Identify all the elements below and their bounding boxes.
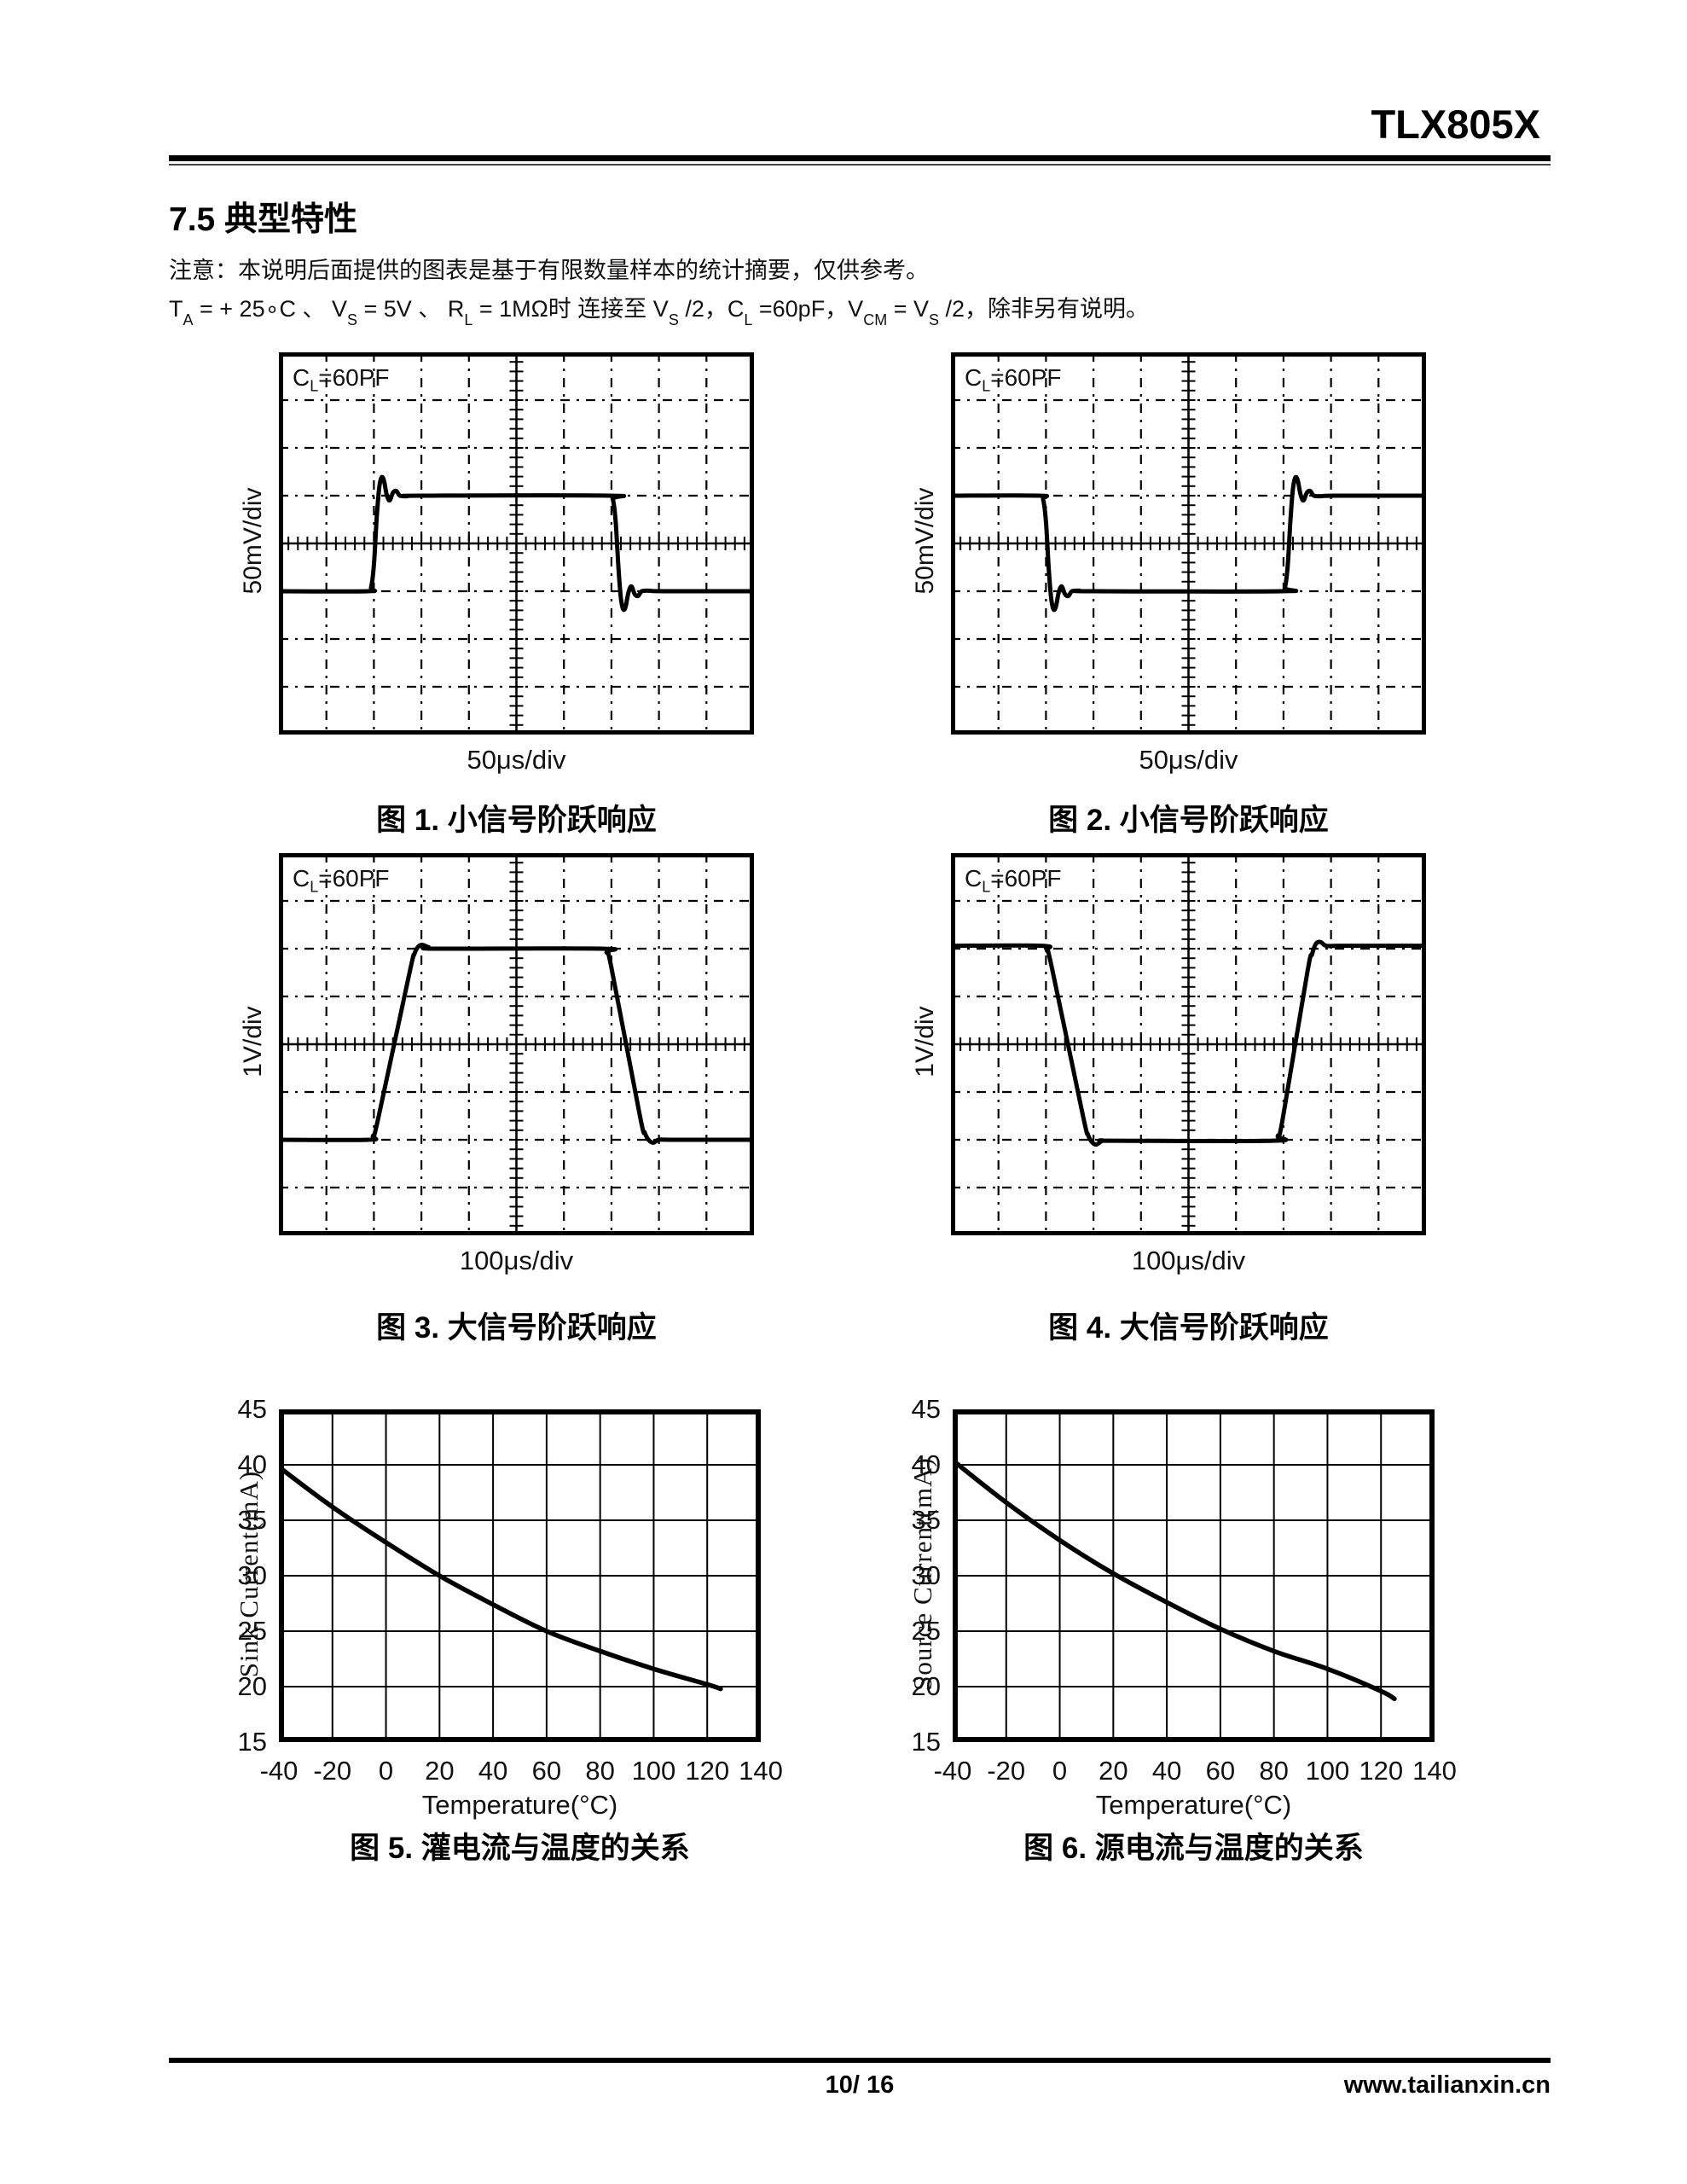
chart-xtick-fig6: 20 — [1099, 1756, 1128, 1786]
chart-xtick-fig5: 20 — [425, 1756, 455, 1786]
conditions-segment: = + 25∘C 、 V — [193, 296, 347, 322]
conditions-segment: = V — [887, 296, 929, 322]
conditions-subscript: L — [744, 311, 753, 329]
figure-caption-fig1: 图 1. 小信号阶跃响应 — [376, 804, 657, 837]
header-divider-thin — [169, 164, 1551, 166]
chart-xtick-fig6: -40 — [933, 1756, 972, 1786]
chart-xtick-fig5: -20 — [313, 1756, 352, 1786]
scope-annotation-fig3: CL=60PF — [293, 865, 390, 896]
chart-ytick-fig6: 15 — [911, 1727, 941, 1757]
chart-xtick-fig6: 120 — [1359, 1756, 1404, 1786]
conditions-subscript: S — [347, 311, 358, 329]
chart-ylabel-fig5: Sink Current(mA) — [234, 1470, 264, 1678]
footer-divider — [169, 2058, 1551, 2063]
scope-grid-fig4 — [951, 853, 1426, 1235]
scope-xlabel-fig1: 50μs/div — [467, 745, 566, 775]
figure-caption-fig2: 图 2. 小信号阶跃响应 — [1048, 804, 1329, 837]
conditions-segment: /2，除非另有说明。 — [939, 296, 1150, 322]
chart-xtick-fig5: 60 — [531, 1756, 562, 1786]
chart-ytick-fig6: 25 — [911, 1616, 941, 1646]
chart-plot-fig6 — [953, 1409, 1435, 1742]
scope-xlabel-fig4: 100μs/div — [1131, 1246, 1246, 1275]
chart-figure-fig6 — [953, 1409, 1435, 1742]
conditions-segment: = 1MΩ时 连接至 V — [472, 296, 669, 322]
section-title: 7.5 典型特性 — [169, 201, 358, 238]
oscilloscope-figure-fig1: CL=60PF — [279, 352, 754, 735]
chart-xtick-fig6: 40 — [1151, 1756, 1182, 1786]
scope-ylabel-fig4: 1V/div — [911, 1006, 939, 1077]
scope-waveform-fig2 — [951, 474, 1426, 613]
chart-xtick-fig5: 140 — [739, 1756, 783, 1786]
chart-ytick-fig5: 15 — [237, 1727, 267, 1757]
chart-xtick-fig5: -40 — [259, 1756, 299, 1786]
conditions-subscript: L — [464, 311, 473, 329]
page-number: 10/ 16 — [825, 2071, 895, 2099]
scope-grid-fig1 — [279, 352, 754, 735]
scope-waveform-fig4 — [951, 939, 1426, 1147]
chart-ytick-fig5: 20 — [237, 1671, 267, 1701]
chart-ytick-fig6: 30 — [911, 1560, 941, 1590]
chart-xtick-fig6: 0 — [1052, 1756, 1068, 1786]
figure-caption-fig5: 图 5. 灌电流与温度的关系 — [350, 1832, 690, 1865]
chart-ytick-fig5: 30 — [237, 1560, 267, 1590]
figure-caption-fig4: 图 4. 大信号阶跃响应 — [1048, 1311, 1329, 1345]
scope-ylabel-fig2: 50mV/div — [911, 487, 939, 595]
scope-grid-fig2 — [951, 352, 1426, 735]
chart-ylabel-fig6: Source Current(mA) — [907, 1457, 937, 1691]
chart-xtick-fig6: 140 — [1412, 1756, 1457, 1786]
scope-xlabel-fig2: 50μs/div — [1139, 745, 1238, 775]
conditions-segment: =60pF，V — [752, 296, 864, 322]
conditions-segment: = 5V 、 R — [357, 296, 465, 322]
chart-xtick-fig5: 80 — [585, 1756, 615, 1786]
figure-caption-fig3: 图 3. 大信号阶跃响应 — [376, 1311, 657, 1345]
chart-ytick-fig6: 35 — [911, 1505, 941, 1535]
oscilloscope-figure-fig3: CL=60PF — [279, 853, 754, 1235]
scope-annotation-fig1: CL=60PF — [293, 364, 390, 395]
scope-waveform-fig3 — [279, 942, 754, 1145]
chart-ytick-fig5: 25 — [237, 1616, 267, 1646]
scope-xlabel-fig3: 100μs/div — [459, 1246, 574, 1275]
scope-annotation-fig2: CL=60PF — [965, 364, 1062, 395]
scope-waveform-fig1 — [279, 474, 754, 613]
chart-xtick-fig6: -20 — [987, 1756, 1026, 1786]
note-text: 注意：本说明后面提供的图表是基于有限数量样本的统计摘要，仅供参考。 — [169, 258, 929, 283]
chart-ytick-fig5: 45 — [237, 1394, 267, 1424]
chart-ytick-fig6: 20 — [911, 1671, 941, 1701]
scope-annotation-fig4: CL=60PF — [965, 865, 1062, 896]
chart-xtick-fig5: 0 — [378, 1756, 394, 1786]
chart-ytick-fig6: 40 — [911, 1449, 941, 1479]
chart-plot-fig5 — [279, 1409, 761, 1742]
chart-figure-fig5 — [279, 1409, 761, 1742]
product-title: TLX805X — [1371, 102, 1540, 147]
scope-ylabel-fig3: 1V/div — [239, 1006, 267, 1077]
chart-xlabel-fig6: Temperature(°C) — [1095, 1790, 1292, 1820]
figure-caption-fig6: 图 6. 源电流与温度的关系 — [1023, 1832, 1364, 1865]
chart-xtick-fig6: 60 — [1205, 1756, 1236, 1786]
conditions-segment: /2，C — [678, 296, 745, 322]
chart-curve-fig6 — [953, 1458, 1397, 1702]
chart-xlabel-fig5: Temperature(°C) — [421, 1790, 618, 1820]
chart-curve-fig5 — [279, 1464, 723, 1692]
scope-ylabel-fig1: 50mV/div — [239, 487, 267, 595]
oscilloscope-figure-fig2: CL=60PF — [951, 352, 1426, 735]
chart-xtick-fig5: 120 — [685, 1756, 730, 1786]
chart-ytick-fig6: 45 — [911, 1394, 941, 1424]
chart-xtick-fig6: 80 — [1259, 1756, 1289, 1786]
footer-website: www.tailianxin.cn — [1343, 2071, 1551, 2099]
scope-grid-fig3 — [279, 853, 754, 1235]
conditions-subscript: CM — [863, 311, 888, 329]
chart-xtick-fig5: 100 — [631, 1756, 676, 1786]
chart-ytick-fig5: 40 — [237, 1449, 267, 1479]
conditions-subscript: A — [183, 311, 194, 329]
conditions-segment: T — [169, 296, 183, 322]
oscilloscope-figure-fig4: CL=60PF — [951, 853, 1426, 1235]
conditions-text: TA = + 25∘C 、 VS = 5V 、 RL = 1MΩ时 连接至 VS… — [169, 290, 1150, 329]
chart-xtick-fig6: 100 — [1305, 1756, 1350, 1786]
chart-xtick-fig5: 40 — [478, 1756, 508, 1786]
conditions-subscript: S — [928, 311, 939, 329]
conditions-subscript: S — [668, 311, 679, 329]
chart-ytick-fig5: 35 — [237, 1505, 267, 1535]
header-divider — [169, 155, 1551, 161]
